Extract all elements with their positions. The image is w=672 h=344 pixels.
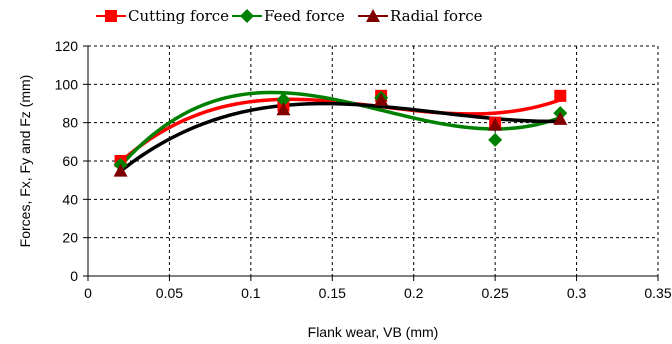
- y-tick-label: 0: [70, 268, 78, 284]
- trendlines: [119, 90, 561, 173]
- x-tick-label: 0.2: [404, 285, 424, 301]
- y-tick-label: 80: [62, 115, 78, 131]
- gridlines: [88, 45, 659, 276]
- data-point-radial-force: [276, 102, 291, 116]
- x-tick-label: 0.25: [482, 285, 509, 301]
- data-point-radial-force: [488, 117, 503, 131]
- legend-label-radial-force: Radial force: [390, 7, 483, 25]
- data-point-feed-force: [276, 92, 291, 107]
- y-tick-label: 20: [62, 230, 78, 246]
- trendline-feed-force: [119, 90, 561, 167]
- legend-label-feed-force: Feed force: [264, 7, 345, 25]
- y-tick-label: 60: [62, 153, 78, 169]
- data-point-radial-force: [113, 163, 128, 177]
- data-point-feed-force: [488, 132, 503, 147]
- data-markers: [113, 89, 568, 177]
- legend-marker-cutting-force: [105, 10, 117, 22]
- legend-marker-radial-force: [366, 9, 380, 22]
- x-tick-label: 0.1: [241, 285, 261, 301]
- legend: Cutting force Feed force Radial force: [96, 7, 483, 25]
- data-point-radial-force: [553, 111, 568, 125]
- trendline-radial-force: [119, 101, 561, 173]
- data-point-cutting-force: [554, 89, 567, 102]
- axes: [83, 45, 659, 281]
- x-tick-label: 0: [84, 285, 92, 301]
- tick-labels: 0 0.05 0.1 0.15 0.2 0.25 0.3 0.35 0 20 40 60 80 100 12…: [55, 38, 672, 301]
- x-axis-title: Flank wear, VB (mm): [308, 324, 439, 340]
- y-axis-title: Forces, Fx, Fy and Fz (mm): [17, 75, 33, 248]
- x-tick-label: 0.35: [644, 285, 671, 301]
- x-tick-label: 0.15: [319, 285, 346, 301]
- legend-marker-feed-force: [240, 9, 254, 23]
- y-tick-label: 40: [62, 191, 78, 207]
- x-tick-label: 0.05: [156, 285, 183, 301]
- data-point-radial-force: [374, 92, 389, 106]
- legend-label-cutting-force: Cutting force: [128, 7, 229, 25]
- y-tick-label: 100: [55, 76, 79, 92]
- x-tick-label: 0.3: [567, 285, 587, 301]
- y-tick-label: 120: [55, 38, 79, 54]
